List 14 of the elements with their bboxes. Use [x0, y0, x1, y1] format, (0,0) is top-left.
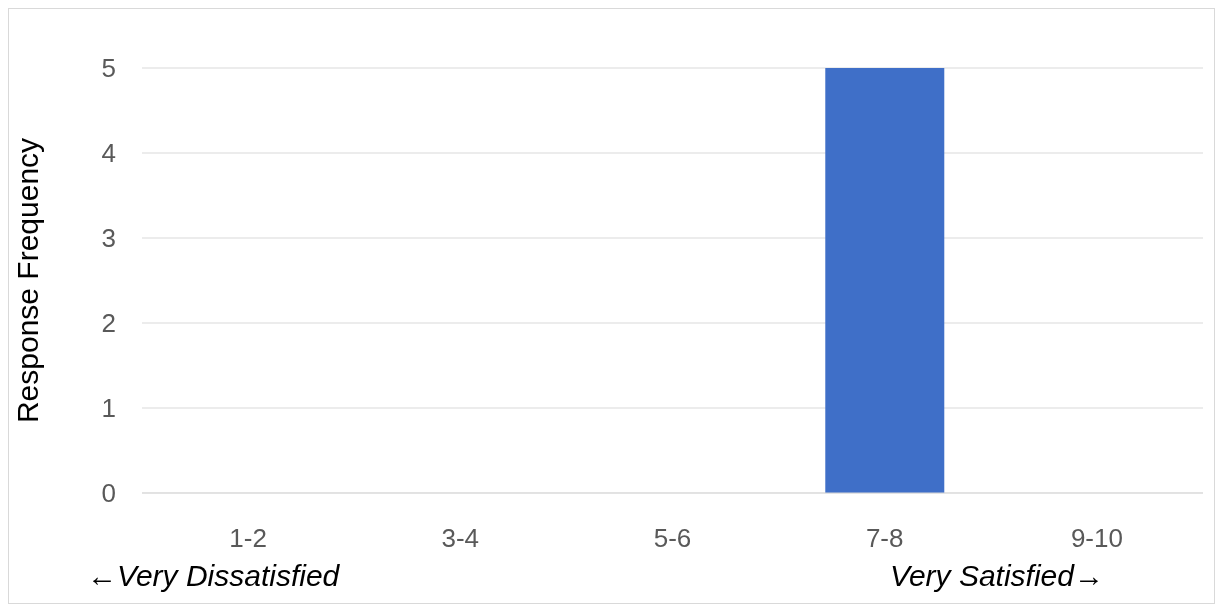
x-tick-label: 7-8	[865, 523, 904, 554]
text: ←Very Dissatisfied	[87, 559, 340, 593]
y-tick-label: 2	[101, 308, 116, 339]
y-tick-label: 3	[101, 223, 116, 254]
x-tick-label: 3-4	[441, 523, 480, 554]
x-tick-label: 5-6	[653, 523, 692, 554]
y-tick-label: 1	[101, 393, 116, 424]
text: Very Satisfied→	[890, 559, 1104, 593]
y-axis-title: Response Frequency	[10, 137, 44, 424]
x-tick-label: 1-2	[229, 523, 267, 554]
y-tick-label: 0	[101, 478, 116, 509]
x-tick-label: 9-10	[1070, 523, 1123, 554]
y-tick-label: 5	[101, 53, 116, 84]
y-tick-label: 4	[101, 138, 116, 169]
